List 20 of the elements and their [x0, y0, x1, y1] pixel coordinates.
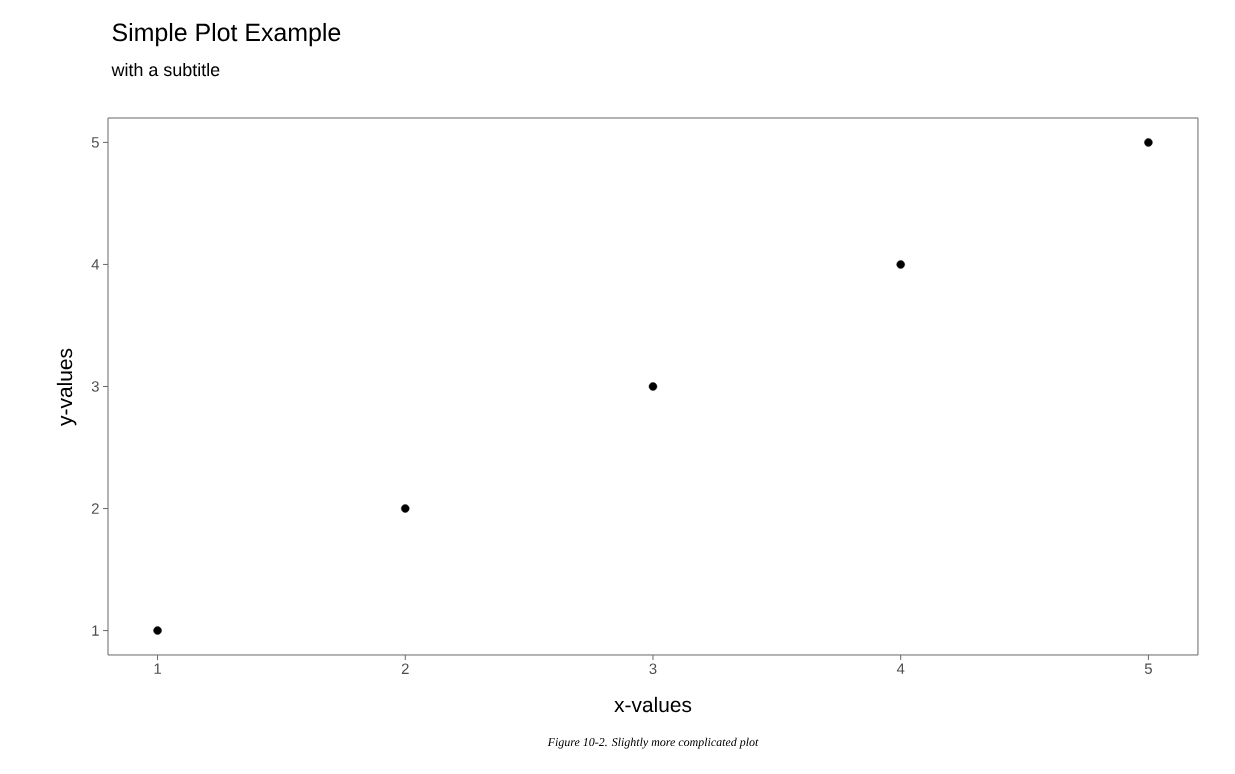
point: [1144, 138, 1153, 147]
y-tick-label: 5: [91, 137, 99, 148]
y-tick-label: 4: [91, 259, 100, 270]
x-tick-label: 1: [154, 663, 161, 674]
chart-subtitle: with a subtitle: [111, 62, 220, 77]
point: [401, 504, 410, 513]
point: [648, 382, 658, 391]
y-tick-label: 1: [92, 625, 99, 636]
y-tick-label: 3: [91, 381, 99, 392]
caption: Figure 10-2. Slightly more complicated plot: [547, 737, 759, 749]
x-tick-label: 5: [1144, 663, 1152, 674]
x-tick-label: 2: [401, 663, 409, 674]
x-tick-label: 4: [896, 663, 905, 674]
point: [896, 260, 905, 269]
point: [153, 626, 162, 635]
chart-title: Simple Plot Example: [112, 22, 341, 47]
x-axis-title: x-values: [614, 696, 692, 713]
x-tick-label: 3: [649, 663, 657, 675]
y-tick-label: 2: [91, 503, 99, 514]
y-axis-title: y-values: [56, 348, 77, 426]
